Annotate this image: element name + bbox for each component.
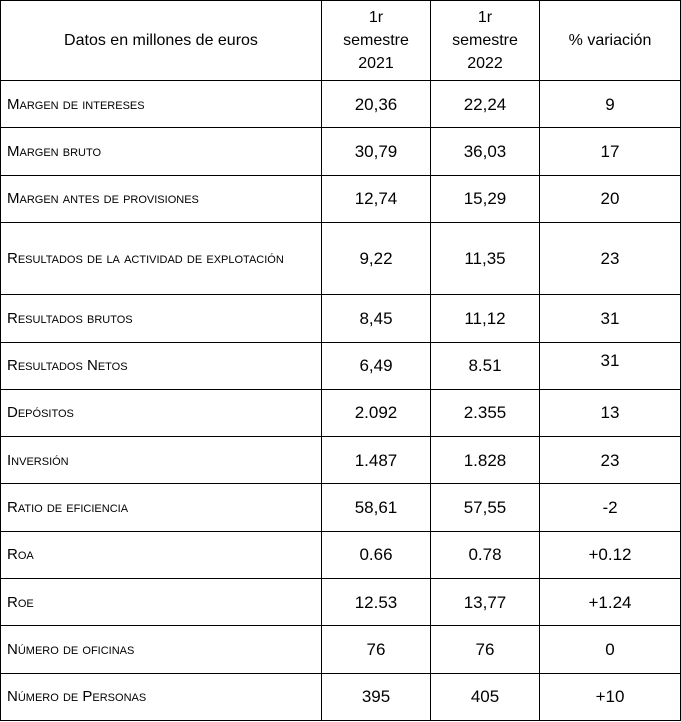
table-row: Inversión 1.487 1.828 23 [0,436,681,485]
variation-value: 13 [539,388,681,438]
value-2022: 11,12 [430,294,540,343]
row-label: Resultados Netos [0,341,322,390]
value-2022: 22,24 [430,79,540,129]
table-row: Número de oficinas 76 76 0 [0,625,681,674]
value-2022: 36,03 [430,127,540,176]
value-2021: 8,45 [321,294,431,343]
row-label: Margen antes de provisiones [0,174,322,223]
table-row: Margen de intereses 20,36 22,24 9 [0,79,681,129]
row-label: Inversión [0,436,322,485]
variation-value: 17 [539,127,681,176]
value-2021: 0.66 [321,530,431,579]
table-row: Resultados brutos 8,45 11,12 31 [0,294,681,343]
variation-value: 31 [539,294,681,343]
table-row: Depósitos 2.092 2.355 13 [0,388,681,438]
table-row: Resultados Netos 6,49 8.51 31 [0,341,681,390]
value-2021: 58,61 [321,483,431,532]
row-label: Número de Personas [0,672,322,722]
table-row: Ratio de eficiencia 58,61 57,55 -2 [0,483,681,532]
value-2022: 405 [430,672,540,722]
value-2021: 2.092 [321,388,431,438]
header-2021-column: 1r semestre 2021 [321,0,431,81]
table-row: Roe 12.53 13,77 +1.24 [0,577,681,627]
value-2021: 9,22 [321,221,431,296]
table-row: Margen antes de provisiones 12,74 15,29 … [0,174,681,223]
variation-value: -2 [539,483,681,532]
header-label-column: Datos en millones de euros [0,0,322,81]
row-label: Roe [0,577,322,627]
value-2021: 1.487 [321,436,431,485]
variation-value: +0.12 [539,530,681,579]
value-2021: 395 [321,672,431,722]
header-2022-column: 1r semestre 2022 [430,0,540,81]
row-label: Margen de intereses [0,79,322,129]
variation-value: +10 [539,672,681,722]
value-2022: 2.355 [430,388,540,438]
row-label: Resultados brutos [0,294,322,343]
value-2022: 13,77 [430,577,540,627]
table-row: Margen bruto 30,79 36,03 17 [0,127,681,176]
variation-value: 9 [539,79,681,129]
variation-value: 23 [539,221,681,296]
variation-value: 23 [539,436,681,485]
variation-value: +1.24 [539,577,681,627]
table-row: Resultados de la actividad de explotació… [0,221,681,296]
value-2021: 6,49 [321,341,431,390]
variation-value: 31 [539,341,681,390]
row-label: Ratio de eficiencia [0,483,322,532]
value-2021: 20,36 [321,79,431,129]
variation-value: 0 [539,625,681,674]
table-row: Roa 0.66 0.78 +0.12 [0,530,681,579]
table-row: Número de Personas 395 405 +10 [0,672,681,722]
value-2021: 76 [321,625,431,674]
row-label: Margen bruto [0,127,322,176]
header-row: Datos en millones de euros 1r semestre 2… [0,0,681,81]
row-label: Roa [0,530,322,579]
row-label: Número de oficinas [0,625,322,674]
value-2021: 12,74 [321,174,431,223]
value-2022: 0.78 [430,530,540,579]
value-2022: 8.51 [430,341,540,390]
variation-value: 20 [539,174,681,223]
row-label: Resultados de la actividad de explotació… [0,221,322,296]
value-2022: 57,55 [430,483,540,532]
value-2022: 11,35 [430,221,540,296]
value-2021: 12.53 [321,577,431,627]
row-label: Depósitos [0,388,322,438]
value-2022: 76 [430,625,540,674]
value-2021: 30,79 [321,127,431,176]
header-variation-column: % variación [539,0,681,81]
value-2022: 15,29 [430,174,540,223]
value-2022: 1.828 [430,436,540,485]
